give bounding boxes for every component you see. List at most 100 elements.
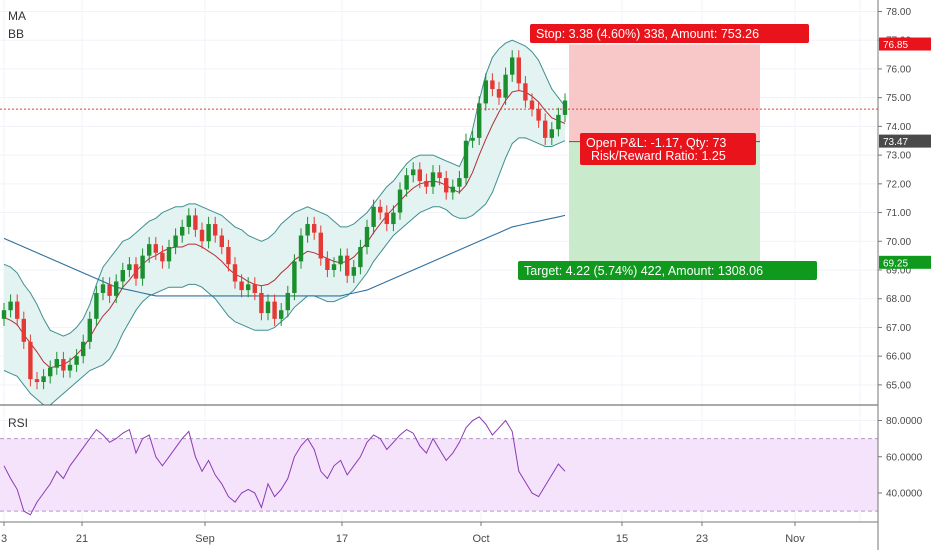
candle-body [199,229,205,242]
candle-body [232,264,238,282]
bb-indicator-label[interactable]: BB [8,27,25,41]
candlestick-series [1,50,568,390]
candle-body [213,224,218,236]
candle-body [510,57,515,75]
stop-tag[interactable]: Stop: 3.38 (4.60%) 338, Amount: 753.26 [530,24,809,43]
candle-body [206,224,211,242]
stop-label: Stop: 3.38 (4.60%) 338, Amount: 753.26 [536,27,759,41]
candle-body [41,376,46,383]
candle-body [305,224,310,236]
candle-body [67,364,73,371]
target-tag[interactable]: Target: 4.22 (5.74%) 422, Amount: 1308.0… [518,261,817,280]
candle-body [437,172,442,179]
candle-body [28,341,33,380]
bollinger-band-fill [4,40,565,405]
candle-body [127,264,132,270]
candle-body [345,255,350,276]
svg-text:73.47: 73.47 [883,137,908,148]
rsi-line [3,416,566,516]
candle-body [114,281,119,296]
candle-body [543,120,548,138]
y-tick-label: 65.00 [886,380,911,391]
candle-body [8,301,13,311]
candle-body [378,206,383,213]
candle-body [529,100,535,110]
candle-body [358,247,363,268]
y-tick-label: 69.00 [886,266,911,277]
candle-body [48,367,53,377]
candle-body [120,270,125,282]
x-tick-label: 3 [1,533,7,545]
candle-body [549,129,554,138]
pnl-tag[interactable]: Open P&L: -1.17, Qty: 73 Risk/Reward Rat… [580,133,756,165]
candle-body [411,169,416,176]
candle-body [523,83,528,101]
candle-body [298,235,304,262]
y-tick-label: 71.00 [886,208,911,219]
candle-body [477,103,482,138]
candle-body [186,215,191,227]
candle-body [516,57,521,84]
candle-body [312,224,317,233]
ma-indicator-label[interactable]: MA [8,9,26,23]
price-axis[interactable]: 65.00 66.00 67.00 68.00 69.00 70.00 71.00 72.00… [878,7,911,391]
stop-zone[interactable] [569,44,760,142]
target-label: Target: 4.22 (5.74%) 422, Amount: 1308.0… [524,264,763,278]
candle-body [470,137,475,141]
candle-body [384,212,389,225]
candle-body [285,292,290,311]
y-tick-label: 73.00 [886,151,911,162]
rsi-band-fill [0,438,878,512]
candle-body [265,301,271,314]
y-tick-label: 70.00 [886,237,911,248]
risk-reward-label: Risk/Reward Ratio: 1.25 [591,149,726,163]
rsi-axis[interactable]: 40.0000 60.0000 80.0000 [878,416,923,500]
candle-body [81,341,86,357]
candle-body [160,252,165,262]
candle-body [371,206,376,227]
candle-body [246,284,251,291]
candle-body [239,281,244,291]
candle-body [331,264,337,270]
candle-body [397,189,403,213]
x-tick-label: Oct [472,533,489,545]
svg-text:76.85: 76.85 [883,40,908,51]
y-tick-label: 72.00 [886,179,911,190]
candle-body [483,80,488,104]
candle-body [503,74,508,98]
x-tick-label: 23 [696,533,708,545]
candle-body [325,258,330,270]
candle-body [74,356,79,365]
bollinger-middle-ma-line [3,89,566,369]
candle-body [1,310,7,319]
bollinger-upper-line [3,39,566,337]
x-tick-label: 15 [616,533,628,545]
candle-body [364,226,370,248]
y-tick-label: 76.00 [886,64,911,75]
candle-body [490,80,495,90]
candle-body [457,178,462,187]
x-tick-label: 21 [76,533,88,545]
y-tick-label: 74.00 [886,122,911,133]
candle-body [140,255,145,279]
bollinger-lower-line [3,137,566,406]
y-tick-label: 78.00 [886,7,911,18]
candle-body [562,100,568,115]
time-axis[interactable]: 3 21 Sep 17 Oct 15 23 Nov [1,522,805,545]
candle-body [15,301,20,319]
candle-body [153,244,158,253]
entry-price-tag: 73.47 [879,134,931,148]
candle-body [226,247,231,265]
candle-body [34,379,40,383]
y-tick-label: 66.00 [886,352,911,363]
rsi-indicator-label[interactable]: RSI [8,416,29,430]
y-tick-label: 67.00 [886,323,911,334]
candle-body [417,169,422,181]
x-tick-label: Nov [785,533,805,545]
candle-body [536,109,541,121]
candle-body [219,235,224,248]
candle-body [180,226,185,236]
open-pnl-label: Open P&L: -1.17, Qty: 73 [586,136,726,150]
candle-body [173,235,178,248]
